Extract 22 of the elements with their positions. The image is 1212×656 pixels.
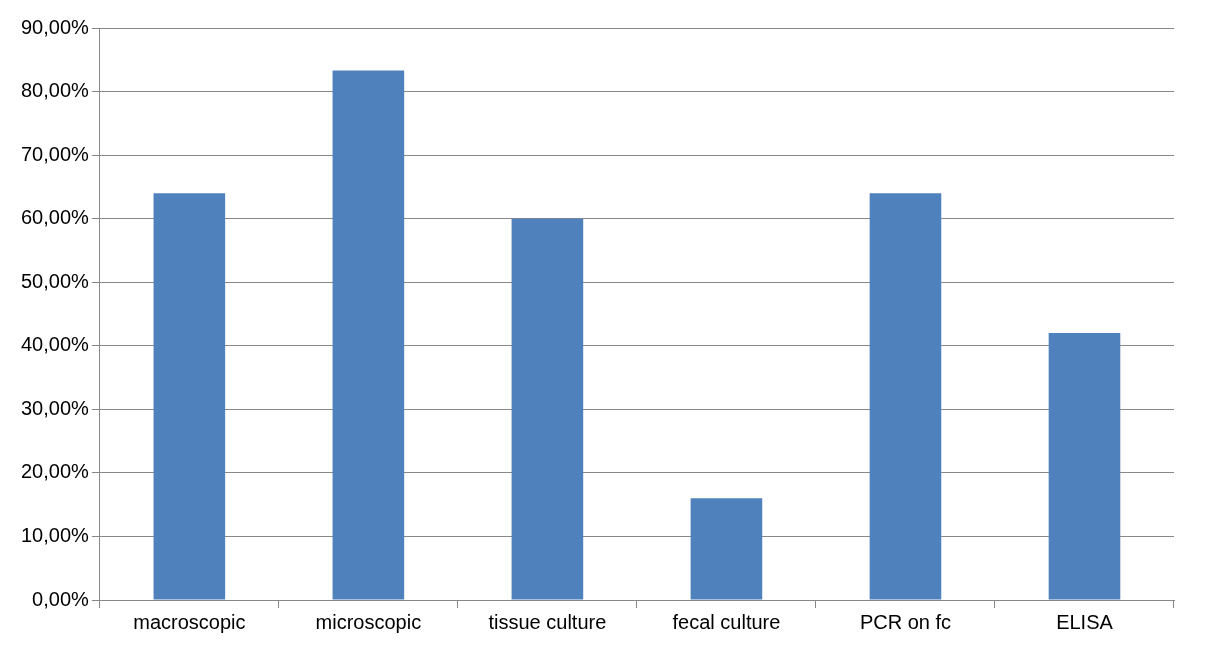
x-tick-label: ELISA (1056, 610, 1114, 633)
y-tick-label: 0,00% (32, 587, 90, 610)
x-tick-label: microscopic (315, 610, 422, 633)
x-tick-label: macroscopic (133, 610, 246, 633)
y-tick-label: 30,00% (20, 396, 90, 419)
bar (332, 70, 405, 600)
y-tick-label: 80,00% (20, 79, 90, 102)
x-tick-label: fecal culture (672, 610, 781, 633)
y-tick-label: 50,00% (20, 269, 90, 292)
y-tick-label: 60,00% (20, 206, 90, 229)
y-tick-label: 40,00% (20, 333, 90, 356)
bar (511, 218, 584, 600)
y-tick-label: 90,00% (20, 15, 90, 38)
y-tick-label: 70,00% (20, 142, 90, 165)
bar (153, 193, 226, 600)
y-tick-label: 10,00% (20, 523, 90, 546)
bar (1048, 333, 1121, 600)
x-tick-label: PCR on fc (859, 610, 952, 633)
bar (869, 193, 942, 600)
x-tick-label: tissue culture (488, 610, 607, 633)
y-tick-label: 20,00% (20, 460, 90, 483)
bar (690, 498, 763, 600)
